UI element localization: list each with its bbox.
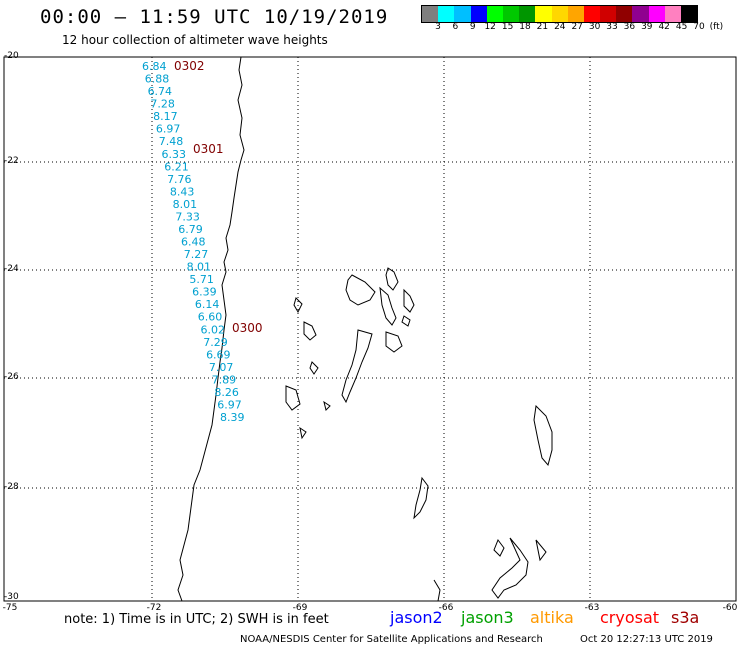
legend-altika: altika <box>530 608 574 627</box>
wave-height-label: 6.97 <box>156 123 181 136</box>
wave-height-label: 7.33 <box>175 210 200 223</box>
color-swatch <box>438 6 455 22</box>
color-swatch <box>551 6 568 22</box>
pass-label: 0302 <box>174 59 205 73</box>
color-swatch <box>681 6 698 22</box>
color-scale-label: 24 <box>554 22 566 32</box>
map-grid <box>4 57 736 601</box>
color-scale-label: 15 <box>501 22 514 32</box>
longitude-tick: -63 <box>584 603 600 613</box>
pass-labels: 0302 0301 0300 <box>174 59 263 335</box>
legend-cryosat: cryosat <box>600 608 660 627</box>
longitude-tick: -75 <box>2 603 18 613</box>
wave-height-label: 8.01 <box>173 198 198 211</box>
color-swatch <box>648 6 665 22</box>
color-scale-label: 39 <box>641 22 653 32</box>
color-scale-label: 42 <box>658 22 670 32</box>
wave-height-label: 8.01 <box>187 261 212 274</box>
longitude-tick: -69 <box>292 603 308 613</box>
color-swatch <box>519 6 536 22</box>
color-swatch <box>567 6 584 22</box>
color-swatch <box>616 6 633 22</box>
wave-height-label: 8.26 <box>214 386 239 399</box>
color-swatch <box>535 6 552 22</box>
color-scale-labels: 3 6 9 12 15 18 21 24 27 30 33 36 39 42 45 70 (ft) <box>421 22 740 34</box>
wave-height-label: 7.89 <box>212 373 237 386</box>
color-scale-label: (ft) <box>709 22 724 32</box>
color-scale-label: 18 <box>519 22 531 32</box>
color-swatch <box>502 6 520 22</box>
color-scale-label: 36 <box>623 22 636 32</box>
pass-label: 0300 <box>232 321 263 335</box>
color-scale-label: 9 <box>469 22 476 32</box>
longitude-tick: -72 <box>146 603 162 613</box>
longitude-tick: -66 <box>438 603 454 613</box>
wave-height-label: 6.88 <box>145 73 170 86</box>
wave-height-label: 6.21 <box>164 160 189 173</box>
color-swatch <box>422 6 439 22</box>
coastline <box>177 56 245 602</box>
latitude-tick: -24 <box>4 264 19 274</box>
page-subtitle: 12 hour collection of altimeter wave hei… <box>62 33 328 47</box>
color-scale-label: 3 <box>435 22 441 32</box>
inland-lakes <box>285 267 553 602</box>
wave-height-label: 6.39 <box>192 286 217 299</box>
color-swatch <box>470 6 487 22</box>
color-swatch <box>583 6 601 22</box>
color-scale-label: 12 <box>484 22 496 32</box>
wave-height-label: 6.97 <box>217 398 242 411</box>
color-scale-label: 21 <box>536 22 549 32</box>
wave-height-label: 7.28 <box>150 98 175 111</box>
color-scale-label: 27 <box>571 22 583 32</box>
wave-height-label: 7.07 <box>209 361 234 374</box>
color-scale-label: 70 <box>693 22 705 32</box>
wave-height-label: 8.39 <box>220 411 245 424</box>
map-frame <box>3 56 737 602</box>
generated-timestamp: Oct 20 12:27:13 UTC 2019 <box>580 634 713 645</box>
wave-height-label: 8.43 <box>170 185 195 198</box>
latitude-tick: -28 <box>4 482 19 492</box>
wave-height-label: 6.33 <box>162 148 187 161</box>
wave-height-labels: 6.846.886.747.288.176.977.486.336.217.76… <box>142 60 245 424</box>
color-scale-label: 45 <box>675 22 688 32</box>
wave-height-label: 5.71 <box>189 273 214 286</box>
color-swatch <box>600 6 617 22</box>
wave-height-label: 6.69 <box>206 348 231 361</box>
wave-height-label: 6.02 <box>201 323 226 336</box>
longitude-tick: -60 <box>722 603 738 613</box>
legend-jason3: jason3 <box>461 608 514 627</box>
wave-height-label: 6.60 <box>198 311 223 324</box>
color-swatch <box>632 6 649 22</box>
wave-height-color-scale <box>421 5 699 23</box>
legend-s3a: s3a <box>671 608 700 627</box>
color-swatch <box>486 6 503 22</box>
wave-height-label: 7.76 <box>167 173 192 186</box>
wave-height-label: 6.14 <box>195 298 220 311</box>
wave-height-label: 7.29 <box>203 336 228 349</box>
page-title: 00:00 – 11:59 UTC 10/19/2019 <box>40 6 389 28</box>
color-scale-label: 33 <box>606 22 618 32</box>
latitude-tick: -30 <box>4 592 19 602</box>
wave-height-label: 7.27 <box>184 248 209 261</box>
credit-text: NOAA/NESDIS Center for Satellite Applica… <box>240 634 543 645</box>
color-scale-label: 30 <box>588 22 601 32</box>
latitude-tick: -22 <box>4 156 19 166</box>
wave-height-label: 6.74 <box>148 85 173 98</box>
color-swatch <box>664 6 681 22</box>
wave-height-label: 7.48 <box>159 135 184 148</box>
wave-height-label: 6.84 <box>142 60 167 73</box>
pass-label: 0301 <box>193 142 224 156</box>
wave-height-label: 6.79 <box>178 223 203 236</box>
color-swatch <box>454 6 471 22</box>
latitude-tick: -26 <box>4 372 19 382</box>
wave-height-label: 6.48 <box>181 236 206 249</box>
wave-height-label: 8.17 <box>153 110 178 123</box>
color-scale-label: 6 <box>452 22 459 32</box>
legend-jason2: jason2 <box>390 608 443 627</box>
latitude-tick: -20 <box>4 51 19 61</box>
note-text: note: 1) Time is in UTC; 2) SWH is in fe… <box>64 612 329 627</box>
